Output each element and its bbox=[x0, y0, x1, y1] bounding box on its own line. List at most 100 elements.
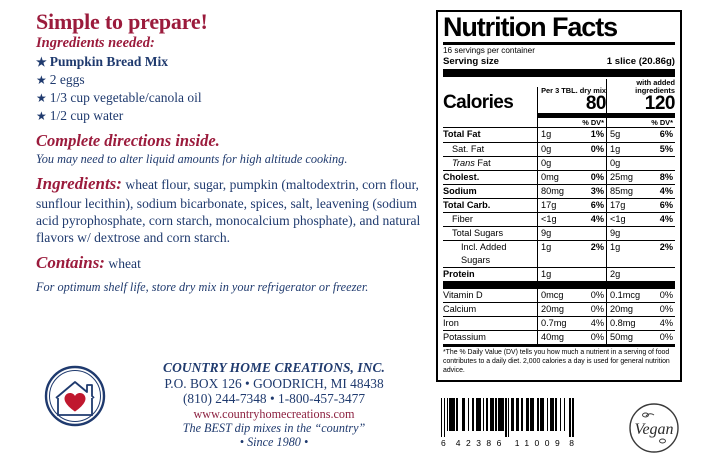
calories-value-b: 120 bbox=[644, 93, 676, 115]
list-item: ★ 1/3 cup vegetable/canola oil bbox=[36, 89, 428, 107]
table-row: Protein 1g 2g bbox=[443, 267, 675, 282]
storage-note: For optimum shelf life, store dry mix in… bbox=[36, 279, 369, 294]
barcode-middle-digits: 42386 11009 bbox=[455, 438, 566, 448]
barcode-right-digit: 8 bbox=[569, 438, 574, 448]
ingredients-statement: Ingredients: wheat flour, sugar, pumpkin… bbox=[36, 173, 428, 246]
nutrient-amount-b: 17g bbox=[610, 199, 626, 210]
ingredients-text: wheat flour, sugar, pumpkin (maltodextri… bbox=[36, 177, 421, 245]
company-phone: (810) 244-7348 • 1-800-457-3477 bbox=[182, 391, 366, 407]
servings-per-container: 16 servings per container bbox=[443, 45, 535, 55]
company-website[interactable]: www.countryhomecreations.com bbox=[193, 406, 355, 421]
table-row: Fiber <1g 4% <1g 4% bbox=[443, 211, 675, 226]
nutrient-name: Incl. Added Sugars bbox=[461, 241, 507, 266]
nutrient-pct-a: 0% bbox=[590, 332, 604, 343]
list-item: ★ 1/2 cup water bbox=[36, 107, 428, 125]
nutrient-pct-b: 6% bbox=[659, 129, 673, 140]
nutrient-amount-b: 1g bbox=[610, 143, 621, 154]
serving-size-row: Serving size 1 slice (20.86g) bbox=[443, 56, 675, 69]
nutrient-pct-a: 6% bbox=[590, 199, 604, 210]
ingredients-needed-list: ★ Pumpkin Bread Mix ★ 2 eggs ★ 1/3 cup vege… bbox=[36, 53, 428, 125]
contains-label: Contains: bbox=[36, 252, 105, 272]
company-name: COUNTRY HOME CREATIONS, INC. bbox=[163, 360, 385, 375]
nutrient-amount-a: 0.7mg bbox=[541, 318, 567, 329]
calories-column-a: Per 3 TBL. dry mix 80 bbox=[537, 87, 607, 115]
nutrient-pct-b: 2% bbox=[659, 241, 673, 252]
nutrient-amount-a: 40mg bbox=[541, 332, 564, 343]
house-heart-logo-icon bbox=[44, 365, 106, 427]
star-bullet-icon: ★ bbox=[36, 55, 47, 70]
nutrient-pct-a: 0% bbox=[590, 143, 604, 154]
vegan-badge: Vegan bbox=[626, 400, 682, 456]
calories-value-a: 80 bbox=[585, 93, 607, 115]
calories-label: Calories bbox=[443, 92, 514, 114]
nutrient-amount-a: 0g bbox=[541, 143, 552, 154]
table-row: Sodium 80mg 3% 85mg 4% bbox=[443, 183, 675, 198]
nutrient-pct-a: 0% bbox=[590, 304, 604, 315]
table-row: Calcium 20mg 0% 20mg 0% bbox=[443, 302, 675, 317]
allergen-statement: Contains: wheat bbox=[36, 253, 428, 273]
calories-row: Calories Per 3 TBL. dry mix 80 with adde… bbox=[443, 77, 676, 115]
list-item-label: 1/2 cup water bbox=[49, 108, 124, 124]
calories-underline bbox=[443, 113, 675, 119]
nutrient-name: Total Carb. bbox=[443, 199, 491, 210]
company-logo bbox=[44, 360, 112, 432]
micronutrient-separator bbox=[443, 281, 675, 290]
star-bullet-icon: ★ bbox=[36, 109, 47, 124]
nutrient-amount-a: <1g bbox=[541, 213, 557, 224]
calories-column-b: with added ingredients 120 bbox=[606, 78, 676, 115]
ingredients-label: Ingredients: bbox=[36, 174, 122, 194]
list-item-label: 2 eggs bbox=[49, 72, 85, 88]
upc-barcode: 6 42386 11009 8 bbox=[441, 398, 574, 448]
nutrient-amount-a: 0mg bbox=[541, 171, 559, 182]
nutrient-pct-a: 2% bbox=[590, 241, 604, 252]
nutrition-facts-panel: Nutrition Facts 16 servings per containe… bbox=[436, 10, 682, 382]
company-footer: COUNTRY HOME CREATIONS, INC. P.O. BOX 12… bbox=[44, 360, 434, 449]
page-title: Simple to prepare! bbox=[36, 9, 208, 34]
barcode-left-digit: 6 bbox=[441, 438, 446, 448]
high-altitude-note: You may need to alter liquid amounts for… bbox=[36, 152, 348, 167]
nutrient-pct-b: 0% bbox=[659, 332, 673, 343]
daily-value-footnote: *The % Daily Value (DV) tells you how mu… bbox=[443, 344, 675, 375]
nutrient-name: Sodium bbox=[443, 185, 477, 196]
nutrient-amount-a: 17g bbox=[541, 199, 557, 210]
table-row: Vitamin D 0mcg 0% 0.1mcg 0% bbox=[443, 289, 675, 303]
table-row: Total Carb. 17g 6% 17g 6% bbox=[443, 197, 675, 212]
nutrient-amount-b: 0.1mcg bbox=[610, 290, 641, 301]
table-row: Sat. Fat 0g 0% 1g 5% bbox=[443, 141, 675, 156]
nutrient-name: Fiber bbox=[452, 213, 473, 224]
star-bullet-icon: ★ bbox=[36, 91, 47, 106]
nutrient-amount-a: 0mcg bbox=[541, 290, 564, 301]
nutrient-amount-b: 25mg bbox=[610, 171, 633, 182]
vegan-stamp-icon: Vegan bbox=[629, 403, 679, 453]
nutrient-pct-a: 0% bbox=[590, 171, 604, 182]
nutrient-name: Iron bbox=[443, 318, 459, 329]
nutrient-amount-a: 80mg bbox=[541, 185, 564, 196]
nutrient-name: Trans Fat bbox=[452, 157, 491, 168]
nutrient-amount-b: 0g bbox=[610, 157, 621, 168]
company-contact-info: COUNTRY HOME CREATIONS, INC. P.O. BOX 12… bbox=[112, 360, 434, 449]
nutrient-name: Protein bbox=[443, 269, 475, 280]
nutrition-facts-title: Nutrition Facts bbox=[443, 12, 618, 42]
nutrient-pct-b: 0% bbox=[659, 304, 673, 315]
nutrient-amount-a: 1g bbox=[541, 129, 552, 140]
nutrient-amount-b: 20mg bbox=[610, 304, 633, 315]
nutrient-pct-b: 5% bbox=[659, 143, 673, 154]
nutrient-amount-a: 1g bbox=[541, 269, 552, 280]
nutrient-pct-a: 1% bbox=[590, 129, 604, 140]
nutrient-amount-b: 0.8mg bbox=[610, 318, 636, 329]
table-row: Trans Fat 0g 0g bbox=[443, 155, 675, 170]
serving-size-value: 1 slice (20.86g) bbox=[606, 56, 675, 68]
nutrient-pct-b: 4% bbox=[659, 213, 673, 224]
nutrient-pct-a: 4% bbox=[590, 213, 604, 224]
svg-text:Vegan: Vegan bbox=[634, 421, 673, 438]
nutrient-pct-b: 0% bbox=[659, 290, 673, 301]
preparation-panel: Simple to prepare! Ingredients needed: ★… bbox=[36, 10, 428, 295]
nutrient-name: Sat. Fat bbox=[452, 143, 485, 154]
barcode-bars bbox=[441, 398, 574, 437]
nutrient-name: Vitamin D bbox=[443, 290, 483, 301]
serving-size-label: Serving size bbox=[443, 56, 499, 68]
table-row: Iron 0.7mg 4% 0.8mg 4% bbox=[443, 316, 675, 331]
nutrient-amount-b: <1g bbox=[610, 213, 626, 224]
nutrient-pct-a: 3% bbox=[590, 185, 604, 196]
nutrient-amount-a: 20mg bbox=[541, 304, 564, 315]
